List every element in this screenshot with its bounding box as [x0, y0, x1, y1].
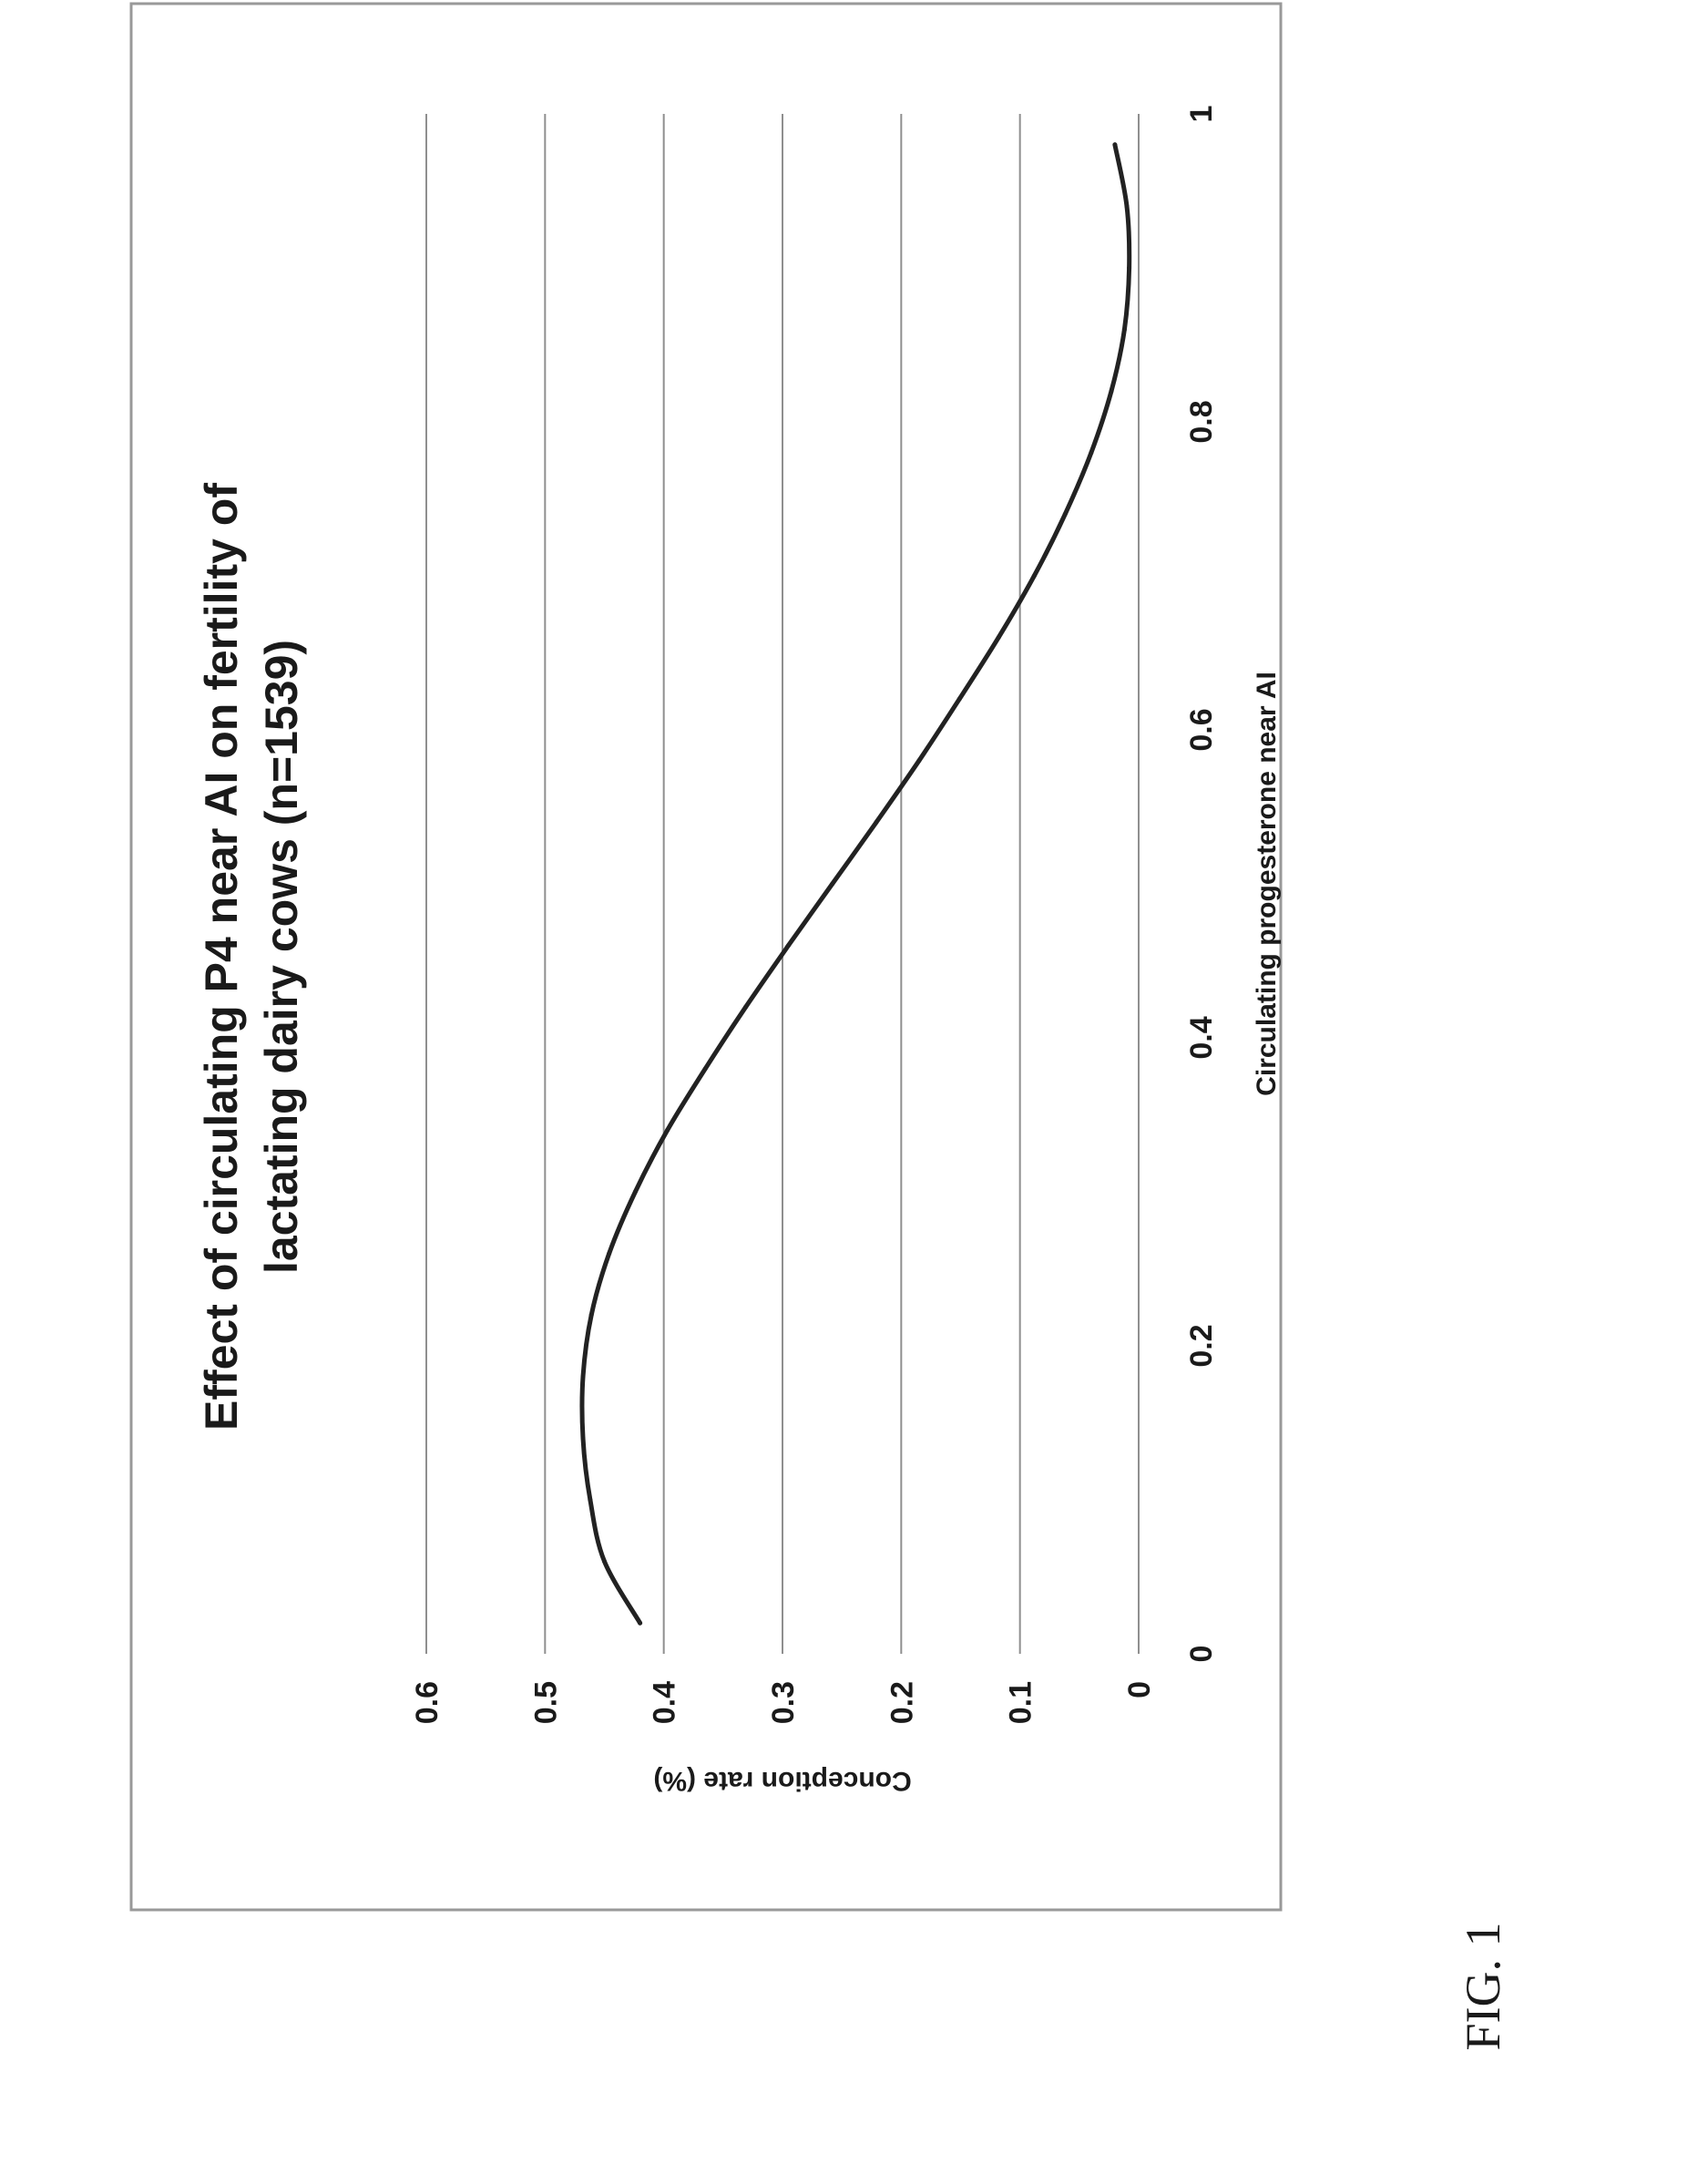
- data-point: [1110, 389, 1114, 394]
- data-point: [830, 882, 834, 887]
- data-point: [581, 1374, 586, 1379]
- y-tick-label: 0.2: [885, 1681, 919, 1724]
- y-tick-label: 0.1: [1004, 1681, 1038, 1724]
- data-point: [1032, 574, 1037, 579]
- data-point: [1122, 327, 1127, 332]
- data-point: [633, 1190, 638, 1195]
- x-tick-label: 0.8: [1184, 400, 1219, 443]
- y-tick-label: 0.4: [648, 1681, 682, 1724]
- x-axis-title: Circulating progesterone near AI: [1252, 672, 1282, 1096]
- data-point: [1063, 512, 1068, 517]
- x-tick-label: 0.4: [1184, 1016, 1219, 1059]
- data-point: [1127, 266, 1131, 271]
- data-point: [703, 1066, 708, 1071]
- x-tick-label: 0.6: [1184, 708, 1219, 751]
- data-point: [1112, 142, 1117, 147]
- data-point: [588, 1498, 592, 1503]
- data-point: [607, 1251, 611, 1256]
- chart: Effect of circulating P4 near AI on fert…: [128, 0, 1284, 1913]
- x-tick-label: 0.2: [1184, 1324, 1219, 1367]
- data-point: [589, 1313, 594, 1318]
- data-point: [743, 1005, 748, 1010]
- data-point: [874, 820, 878, 825]
- x-tick-label: 0: [1184, 1646, 1219, 1663]
- data-point: [786, 943, 791, 948]
- data-point: [665, 1128, 670, 1133]
- data-point: [1089, 450, 1093, 455]
- chart-title-line: Effect of circulating P4 near AI on fert…: [196, 483, 247, 1431]
- data-point: [916, 758, 921, 763]
- data-point: [602, 1559, 607, 1564]
- rotated-figure: Effect of circulating P4 near AI on fert…: [128, 0, 1284, 1913]
- chart-title-line: lactating dairy cows (n=1539): [256, 640, 307, 1274]
- y-tick-label: 0.6: [410, 1681, 445, 1724]
- data-point: [581, 1436, 586, 1441]
- data-point: [997, 635, 1001, 640]
- y-axis-title: Conception rate (%): [653, 1766, 911, 1796]
- data-point: [1124, 204, 1129, 209]
- data-point: [957, 697, 962, 702]
- y-tick-label: 0.3: [766, 1681, 801, 1724]
- x-tick-label: 1: [1184, 106, 1219, 123]
- figure-label: FIG. 1: [1455, 1922, 1511, 2050]
- data-point: [638, 1621, 642, 1626]
- y-tick-label: 0: [1122, 1681, 1157, 1698]
- y-tick-label: 0.5: [528, 1681, 563, 1724]
